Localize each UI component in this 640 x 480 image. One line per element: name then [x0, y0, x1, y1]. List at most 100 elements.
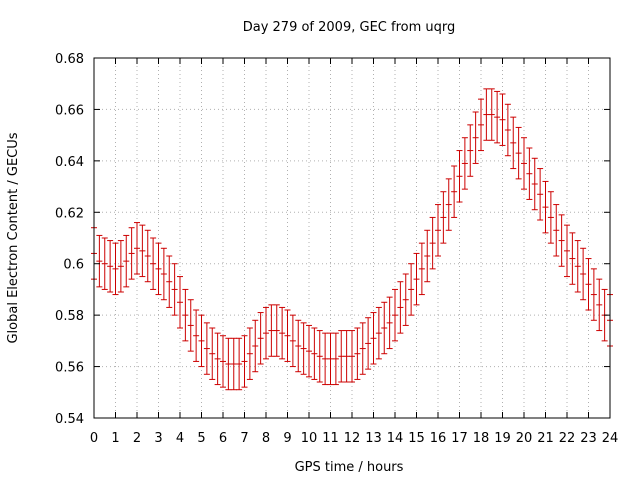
data-point [128, 227, 135, 280]
x-tick-label: 13 [365, 431, 382, 446]
grid [94, 58, 610, 418]
x-tick-label: 22 [559, 431, 576, 446]
data-point [418, 242, 425, 296]
data-point [408, 263, 415, 316]
data-point [359, 322, 366, 375]
data-point [381, 301, 388, 355]
data-point [547, 191, 554, 244]
data-point [246, 327, 253, 380]
x-tick-label: 11 [322, 431, 339, 446]
data-point [177, 276, 183, 329]
y-tick-label: 0.66 [55, 103, 84, 118]
data-point [263, 306, 269, 360]
data-point [295, 319, 302, 373]
data-point [322, 332, 329, 386]
x-tick-label: 14 [387, 431, 404, 446]
data-point [214, 332, 221, 386]
data-point [107, 240, 114, 293]
x-tick-label: 9 [283, 431, 291, 446]
data-point [451, 165, 458, 218]
x-tick-label: 17 [451, 431, 468, 446]
x-tick-label: 15 [408, 431, 425, 446]
x-tick-label: 6 [219, 431, 227, 446]
data-point [424, 229, 431, 283]
data-point [225, 337, 232, 391]
data-point [467, 124, 474, 177]
x-tick-label: 0 [90, 431, 98, 446]
data-point [488, 88, 495, 141]
x-tick-label: 10 [301, 431, 318, 446]
data-point [230, 337, 237, 391]
x-tick-label: 3 [154, 431, 162, 446]
axis-ticks: 0 1 2 3 4 5 6 7 8 9 10 11 12 13 14 15 16 17 18 19 20 21 22 23 24… [55, 52, 618, 446]
data-point [504, 103, 511, 157]
x-tick-label: 18 [473, 431, 490, 446]
data-point [349, 330, 355, 383]
y-tick-label: 0.58 [55, 309, 84, 324]
x-tick-label: 19 [494, 431, 511, 446]
data-point [413, 252, 420, 306]
data-point [236, 337, 243, 391]
data-point [521, 137, 527, 190]
x-tick-label: 8 [262, 431, 270, 446]
data-point [537, 168, 544, 221]
data-point [580, 247, 587, 301]
chart-title: Day 279 of 2009, GEC from uqrg [243, 20, 456, 35]
data-point [311, 327, 318, 380]
x-axis-label: GPS time / hours [295, 460, 404, 475]
data-point [590, 268, 597, 321]
x-tick-label: 21 [537, 431, 554, 446]
data-point [375, 306, 382, 360]
data-marks [91, 88, 613, 391]
data-point [144, 229, 151, 283]
data-point [182, 288, 189, 342]
data-point [139, 224, 146, 278]
data-point [112, 242, 119, 296]
data-point [386, 296, 393, 350]
x-tick-label: 2 [133, 431, 141, 446]
data-point [273, 304, 280, 357]
y-tick-label: 0.6 [63, 258, 84, 273]
data-point [494, 90, 501, 144]
x-tick-label: 23 [580, 431, 597, 446]
data-point [558, 214, 565, 267]
data-point [515, 126, 522, 180]
data-point [123, 234, 130, 288]
y-tick-label: 0.56 [55, 361, 84, 376]
x-tick-label: 20 [516, 431, 533, 446]
y-tick-label: 0.62 [55, 206, 84, 221]
data-point [316, 330, 323, 383]
data-point [198, 314, 205, 368]
data-point [365, 317, 372, 370]
y-tick-label: 0.54 [55, 412, 84, 427]
data-point [435, 204, 441, 257]
data-point [241, 335, 248, 388]
x-tick-label: 1 [111, 431, 119, 446]
data-point [203, 322, 210, 375]
data-point [596, 278, 603, 332]
data-point [429, 216, 436, 270]
data-point [542, 180, 549, 234]
data-point [150, 237, 157, 290]
data-point [252, 319, 259, 373]
data-point [284, 309, 291, 362]
x-tick-label: 5 [197, 431, 205, 446]
data-point [117, 240, 124, 293]
data-point [96, 234, 103, 288]
data-point [171, 263, 178, 316]
data-point [279, 306, 286, 360]
data-point [332, 332, 339, 386]
data-point [397, 281, 404, 334]
data-point [472, 111, 479, 164]
data-point [338, 330, 345, 383]
data-point [160, 247, 167, 301]
data-point [134, 222, 140, 275]
data-point [220, 335, 226, 388]
data-point [327, 332, 334, 386]
data-point [268, 304, 275, 357]
x-tick-label: 12 [344, 431, 361, 446]
data-point [101, 237, 108, 290]
data-point [370, 312, 377, 365]
data-point [564, 224, 570, 278]
